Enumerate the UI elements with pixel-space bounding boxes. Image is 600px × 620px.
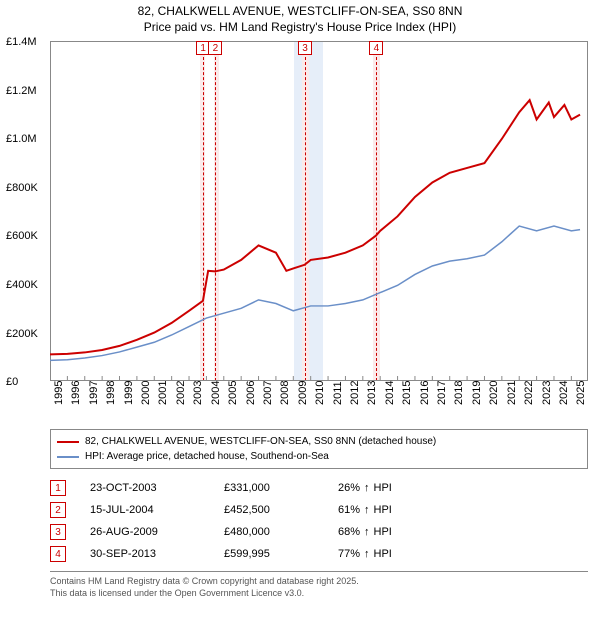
x-tick-label: 2021 [506,381,518,405]
y-tick-label: £200K [6,328,38,340]
x-tick-label: 2014 [384,381,396,405]
legend: 82, CHALKWELL AVENUE, WESTCLIFF-ON-SEA, … [50,429,588,469]
x-tick-label: 2024 [558,381,570,405]
x-tick-label: 2016 [419,381,431,405]
event-row: 1 23-OCT-2003 £331,000 26% ↑ HPI [50,477,588,499]
event-pct: 68% ↑ HPI [338,526,392,538]
event-date: 26-AUG-2009 [90,526,200,538]
x-tick-label: 1999 [123,381,135,405]
x-axis-labels: 1995 1996 1997 1998 1999 2000 2001 2002 2003 2004… [50,381,588,425]
legend-row: 82, CHALKWELL AVENUE, WESTCLIFF-ON-SEA, … [57,434,581,449]
x-tick-label: 2017 [436,381,448,405]
y-tick-label: £1.4M [6,36,37,48]
x-tick-label: 2004 [210,381,222,405]
event-date: 30-SEP-2013 [90,548,200,560]
event-row: 4 30-SEP-2013 £599,995 77% ↑ HPI [50,543,588,565]
event-marker: 3 [50,524,66,540]
event-date: 15-JUL-2004 [90,504,200,516]
title-line2: Price paid vs. HM Land Registry's House … [0,20,600,36]
x-tick-label: 2022 [523,381,535,405]
x-tick-label: 2009 [297,381,309,405]
up-arrow-icon: ↑ [364,504,370,516]
x-tick-label: 2023 [541,381,553,405]
event-price: £331,000 [224,482,314,494]
x-tick-label: 1997 [88,381,100,405]
up-arrow-icon: ↑ [364,548,370,560]
event-pct: 77% ↑ HPI [338,548,392,560]
legend-swatch-2 [57,456,79,458]
y-tick-label: £800K [6,182,38,194]
x-tick-label: 2019 [471,381,483,405]
chart-plot-area: 1234£0£200K£400K£600K£800K£1.0M£1.2M£1.4… [50,41,588,381]
event-price: £480,000 [224,526,314,538]
event-marker: 2 [50,502,66,518]
legend-label-2: HPI: Average price, detached house, Sout… [85,449,329,464]
event-pct: 26% ↑ HPI [338,482,392,494]
footer-line1: Contains HM Land Registry data © Crown c… [50,576,588,588]
x-tick-label: 2015 [401,381,413,405]
x-tick-label: 2018 [453,381,465,405]
x-tick-label: 2005 [227,381,239,405]
y-tick-label: £600K [6,230,38,242]
x-tick-label: 2012 [349,381,361,405]
x-tick-label: 2000 [140,381,152,405]
x-tick-label: 2025 [575,381,587,405]
y-tick-label: £0 [6,376,18,388]
event-date: 23-OCT-2003 [90,482,200,494]
x-tick-label: 2011 [332,382,344,406]
x-tick-label: 2003 [192,381,204,405]
footer-line2: This data is licensed under the Open Gov… [50,588,588,600]
y-tick-label: £1.2M [6,85,37,97]
x-tick-label: 1998 [105,381,117,405]
event-row: 2 15-JUL-2004 £452,500 61% ↑ HPI [50,499,588,521]
x-tick-label: 2020 [488,381,500,405]
x-tick-label: 1996 [70,381,82,405]
event-marker: 1 [50,480,66,496]
x-tick-label: 2008 [279,381,291,405]
x-tick-label: 1995 [53,381,65,405]
events-table: 1 23-OCT-2003 £331,000 26% ↑ HPI 2 15-JU… [50,477,588,572]
title-line1: 82, CHALKWELL AVENUE, WESTCLIFF-ON-SEA, … [0,4,600,20]
x-tick-label: 2006 [245,381,257,405]
event-pct: 61% ↑ HPI [338,504,392,516]
event-marker: 4 [50,546,66,562]
footer: Contains HM Land Registry data © Crown c… [50,576,588,599]
x-tick-label: 2007 [262,381,274,405]
event-price: £599,995 [224,548,314,560]
legend-row: HPI: Average price, detached house, Sout… [57,449,581,464]
x-tick-label: 2010 [314,381,326,405]
legend-label-1: 82, CHALKWELL AVENUE, WESTCLIFF-ON-SEA, … [85,434,436,449]
legend-swatch-1 [57,441,79,443]
event-price: £452,500 [224,504,314,516]
up-arrow-icon: ↑ [364,526,370,538]
x-tick-label: 2013 [366,381,378,405]
y-tick-label: £400K [6,279,38,291]
x-tick-label: 2002 [175,381,187,405]
up-arrow-icon: ↑ [364,482,370,494]
y-tick-label: £1.0M [6,133,37,145]
event-row: 3 26-AUG-2009 £480,000 68% ↑ HPI [50,521,588,543]
x-tick-label: 2001 [157,381,169,405]
chart-title: 82, CHALKWELL AVENUE, WESTCLIFF-ON-SEA, … [0,0,600,37]
